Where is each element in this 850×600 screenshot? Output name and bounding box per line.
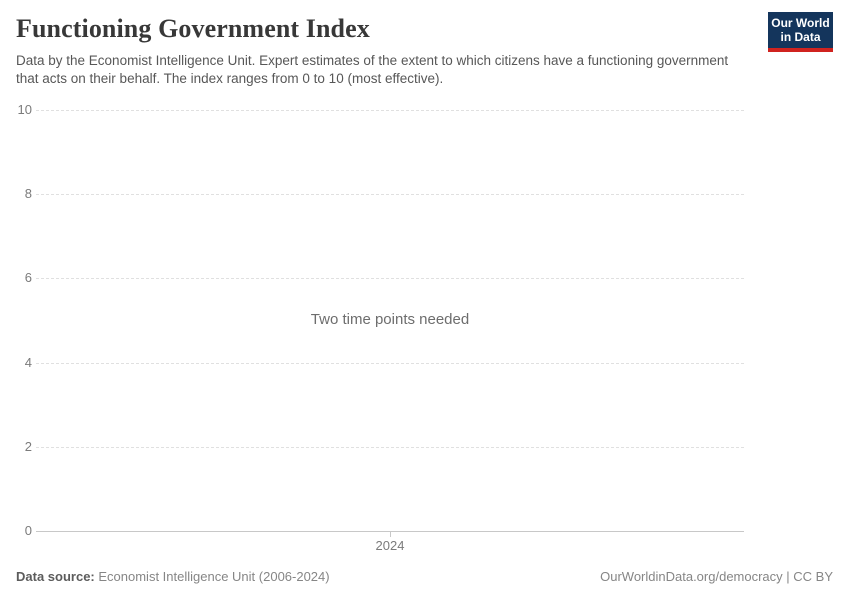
owid-logo-line1: Our World xyxy=(771,16,830,30)
y-axis-tick-label: 8 xyxy=(24,186,32,201)
gridline-6 xyxy=(36,278,744,279)
data-source-value: Economist Intelligence Unit (2006-2024) xyxy=(94,569,330,584)
x-axis-tick-label: 2024 xyxy=(375,538,405,553)
y-axis-tick-label: 2 xyxy=(24,439,32,454)
gridline-8 xyxy=(36,194,744,195)
y-axis-tick-label: 6 xyxy=(24,270,32,285)
chart-footer: Data source: Economist Intelligence Unit… xyxy=(16,568,833,585)
rights-link[interactable]: OurWorldinData.org/democracy | CC BY xyxy=(600,569,833,584)
gridline-10 xyxy=(36,110,744,111)
data-source: Data source: Economist Intelligence Unit… xyxy=(16,568,330,585)
chart-subtitle: Data by the Economist Intelligence Unit.… xyxy=(16,53,729,86)
gridline-2 xyxy=(36,447,744,448)
gridline-4 xyxy=(36,363,744,364)
x-axis-tick-mark xyxy=(390,531,391,537)
owid-logo-line2: in Data xyxy=(780,30,821,44)
y-axis-tick-label: 10 xyxy=(17,102,32,117)
y-axis-tick-label: 0 xyxy=(24,523,32,538)
y-axis-tick-label: 4 xyxy=(24,355,32,370)
page-title: Functioning Government Index xyxy=(16,14,370,43)
owid-logo[interactable]: Our World in Data xyxy=(768,12,833,52)
no-data-message: Two time points needed xyxy=(310,311,470,328)
data-source-label: Data source: xyxy=(16,569,95,584)
